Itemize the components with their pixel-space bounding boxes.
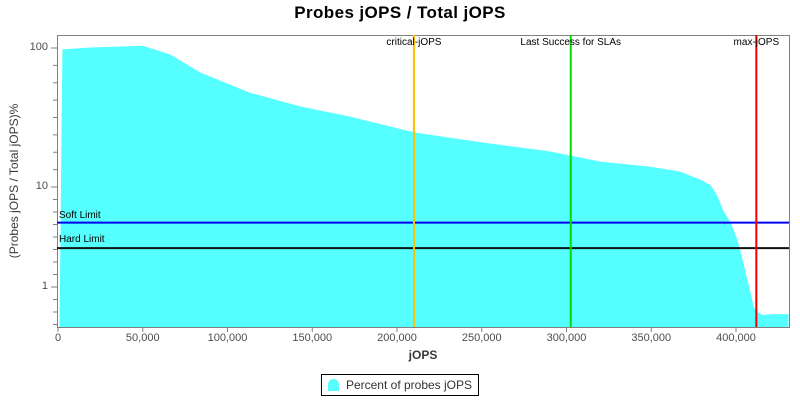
x-tick-label: 50,000 xyxy=(125,332,160,344)
x-tick-label: 150,000 xyxy=(292,332,333,344)
area-series xyxy=(59,45,789,328)
x-tick-label: 100,000 xyxy=(207,332,248,344)
y-tick-label: 100 xyxy=(29,41,48,53)
legend-series-label: Percent of probes jOPS xyxy=(345,378,473,392)
x-axis-label: jOPS xyxy=(408,348,438,362)
y-axis-label: (Probes jOPS / Total jOPS)% xyxy=(7,103,21,259)
x-tick-label: 400,000 xyxy=(716,332,756,344)
marker-label-max-jops: max-jOPS xyxy=(733,37,780,48)
x-tick-label: 300,000 xyxy=(546,332,587,344)
chart-title: Probes jOPS / Total jOPS xyxy=(294,3,506,22)
x-tick-label: 0 xyxy=(54,332,62,344)
area-series-glyph-icon xyxy=(327,379,339,391)
y-tick-label: 10 xyxy=(35,180,48,192)
limit-label-soft-limit: Soft Limit xyxy=(59,210,101,221)
y-tick-label: 1 xyxy=(41,280,48,292)
plot-border xyxy=(57,35,790,328)
limit-label-hard-limit: Hard Limit xyxy=(59,234,105,245)
legend: Percent of probes jOPS xyxy=(320,374,480,396)
x-tick-label: 200,000 xyxy=(377,332,417,344)
x-tick-label: 250,000 xyxy=(461,332,502,344)
marker-label-critical-jops: critical-jOPS xyxy=(386,37,442,48)
x-tick-label: 350,000 xyxy=(631,332,672,344)
marker-label-last-success-for-slas: Last Success for SLAs xyxy=(520,37,622,48)
